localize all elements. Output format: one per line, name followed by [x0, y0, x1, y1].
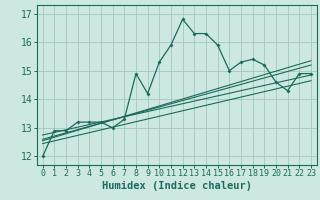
X-axis label: Humidex (Indice chaleur): Humidex (Indice chaleur) — [102, 181, 252, 191]
